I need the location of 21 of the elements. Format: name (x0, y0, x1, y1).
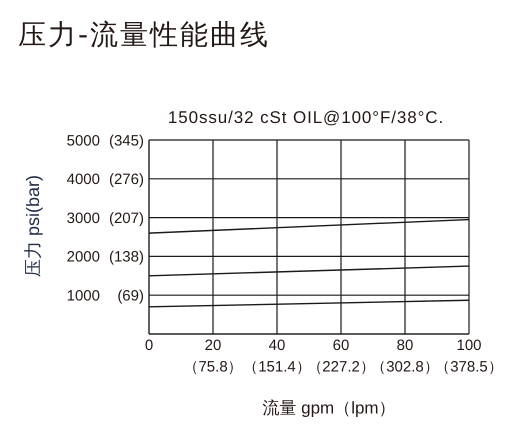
x-tick-label: 100 (456, 337, 482, 354)
y-tick-label: 4000 (66, 171, 100, 188)
x-tick-label: 40 (268, 337, 286, 354)
x-tick-label: 0 (144, 337, 154, 354)
x2-tick-label: （75.8） (183, 358, 243, 376)
y-tick-label: 2000 (66, 248, 100, 266)
y-tick-label: 1000 (66, 287, 100, 304)
y2-tick-label: (276) (108, 171, 144, 188)
y2-tick-label: (345) (108, 132, 144, 150)
y-tick-label: 3000 (66, 210, 100, 227)
x-axis-title: 流量 gpm（lpm） (262, 398, 396, 420)
x-tick-label: 60 (332, 337, 350, 354)
y-tick-label: 5000 (66, 132, 100, 150)
y2-tick-label: (207) (108, 210, 144, 227)
y2-tick-label: (138) (108, 248, 144, 266)
y-axis-title: 压力 psi(bar) (22, 174, 44, 278)
chart-title: 压力-流量性能曲线 (18, 17, 270, 53)
chart-subtitle: 150ssu/32 cSt OIL@100°F/38°C. (168, 108, 444, 128)
x-tick-label: 20 (204, 337, 222, 354)
y2-tick-label: (69) (117, 287, 144, 304)
x-tick-label: 80 (396, 337, 414, 354)
